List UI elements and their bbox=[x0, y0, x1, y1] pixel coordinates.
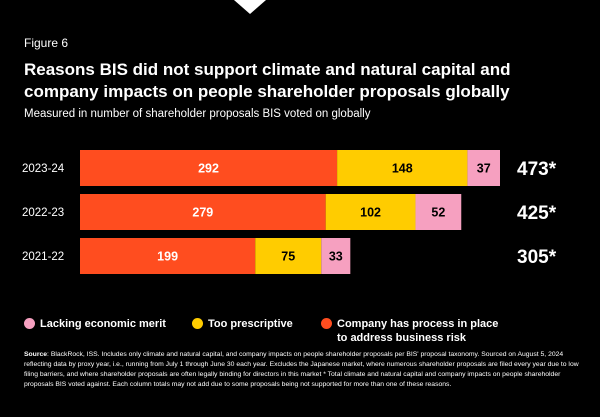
data-label: 292 bbox=[198, 162, 219, 176]
bar-segment bbox=[80, 150, 338, 186]
data-label: 148 bbox=[392, 162, 413, 176]
source-prefix: Source bbox=[24, 351, 48, 358]
data-label: 102 bbox=[360, 206, 381, 220]
bar-segment bbox=[80, 194, 326, 230]
legend-swatch bbox=[192, 318, 203, 329]
category-label: 2023-24 bbox=[22, 163, 65, 175]
legend-swatch bbox=[321, 318, 332, 329]
bar-segment bbox=[415, 194, 462, 230]
source-text: : BlackRock, ISS. Includes only climate … bbox=[24, 351, 579, 388]
chart-title: Reasons BIS did not support climate and … bbox=[24, 60, 511, 101]
figure-label: Figure 6 bbox=[24, 36, 69, 50]
total-label: 473* bbox=[517, 159, 557, 180]
bar-segment bbox=[467, 150, 500, 186]
data-label: 52 bbox=[431, 206, 445, 220]
category-label: 2022-23 bbox=[22, 207, 64, 219]
bar-segment bbox=[321, 238, 351, 274]
stacked-bar-chart: 2023-24 292 148 37 473* 2022-23 279 102 52 425* 20… bbox=[22, 150, 557, 274]
data-label: 37 bbox=[477, 162, 491, 176]
data-label: 279 bbox=[192, 206, 213, 220]
data-label: 75 bbox=[281, 250, 295, 264]
bar-segment bbox=[80, 238, 256, 274]
bar-segment bbox=[337, 150, 468, 186]
legend-label: Lacking economic merit bbox=[40, 318, 166, 330]
bar-segment bbox=[255, 238, 322, 274]
data-label: 33 bbox=[329, 250, 343, 264]
total-label: 305* bbox=[517, 247, 557, 268]
source-note: Source: BlackRock, ISS. Includes only cl… bbox=[24, 350, 579, 390]
data-label: 199 bbox=[157, 250, 178, 264]
top-notch-decoration bbox=[234, 0, 266, 14]
bar-segment bbox=[325, 194, 416, 230]
legend-label: Company has process in place to address … bbox=[337, 318, 499, 344]
legend-label: Too prescriptive bbox=[208, 318, 293, 330]
legend-swatch bbox=[24, 318, 35, 329]
total-label: 425* bbox=[517, 203, 557, 224]
chart-subtitle: Measured in number of shareholder propos… bbox=[24, 108, 371, 120]
category-label: 2021-22 bbox=[22, 251, 64, 263]
